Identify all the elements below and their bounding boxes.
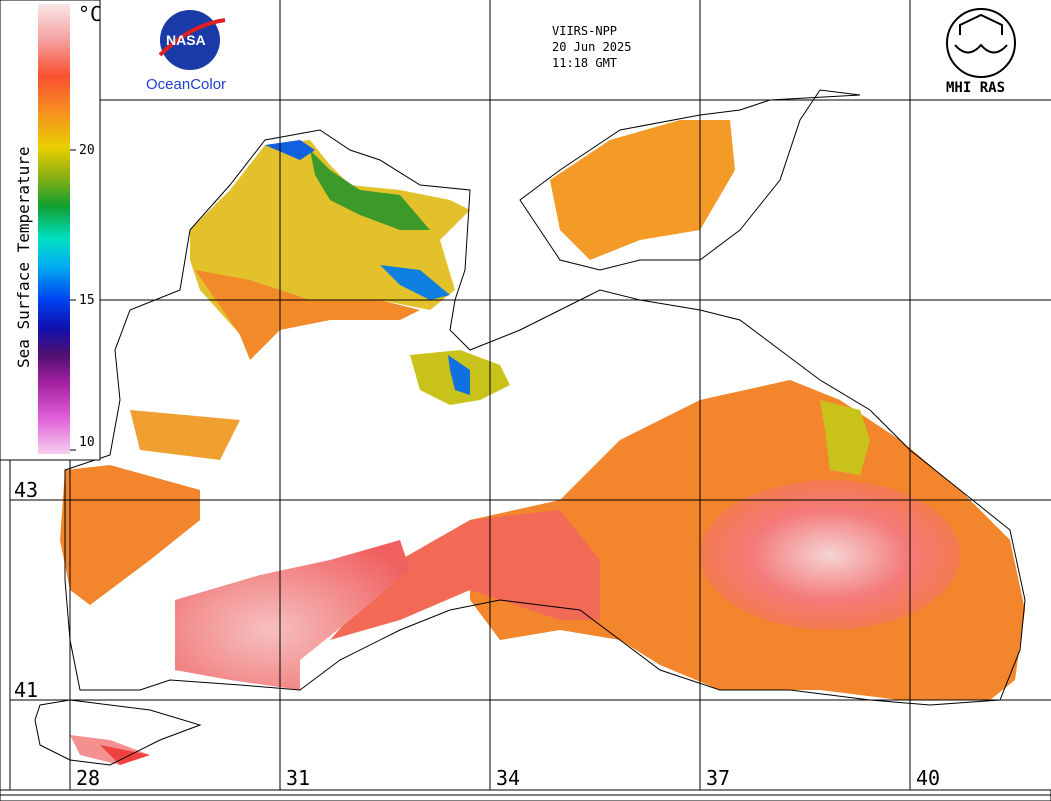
sst-caucasus-yellow [820, 400, 870, 475]
mhi-logo-icon [946, 8, 1016, 78]
sst-central-band [330, 510, 600, 640]
sst-data-layer [60, 120, 1025, 765]
coastline [34, 89, 1026, 766]
scale-bar [38, 4, 70, 454]
sst-east-warm-core [700, 480, 960, 630]
sst-nw-blue [265, 140, 315, 160]
sst-southwest [175, 540, 410, 690]
lon-label-40: 40 [916, 766, 941, 790]
scale-tick-15: 15 [79, 293, 95, 308]
acquisition-time: 11:18 GMT [552, 56, 618, 70]
lon-label-31: 31 [286, 766, 311, 790]
lon-label-34: 34 [496, 766, 521, 790]
sst-nw-orange [195, 270, 420, 360]
scale-unit: °C [78, 2, 103, 26]
left-ruler [0, 459, 11, 791]
sst-crimea-blue [448, 355, 470, 395]
oceancolor-label: OceanColor [146, 76, 227, 93]
scale-tick-10: 10 [79, 435, 95, 450]
mhi-label: MHI RAS [946, 80, 1006, 96]
sst-marmara-red [100, 745, 150, 765]
sst-west-shelf [60, 465, 200, 605]
sst-azov [550, 120, 735, 260]
lon-label-37: 37 [706, 766, 731, 790]
scale-tick-20: 20 [79, 143, 95, 158]
lon-label-28: 28 [76, 766, 101, 790]
sst-nw-green [310, 150, 430, 230]
satellite-name: VIIRS-NPP [552, 24, 618, 38]
scale-title: Sea Surface Temperature [14, 146, 33, 368]
scale-ticks [70, 149, 76, 451]
lat-label-41: 41 [14, 678, 39, 702]
sst-west-strip [130, 410, 240, 460]
nasa-text: NASA [166, 32, 206, 48]
lat-label-43: 43 [14, 478, 39, 502]
acquisition-date: 20 Jun 2025 [552, 40, 632, 54]
sst-nw-blue2 [380, 265, 450, 300]
